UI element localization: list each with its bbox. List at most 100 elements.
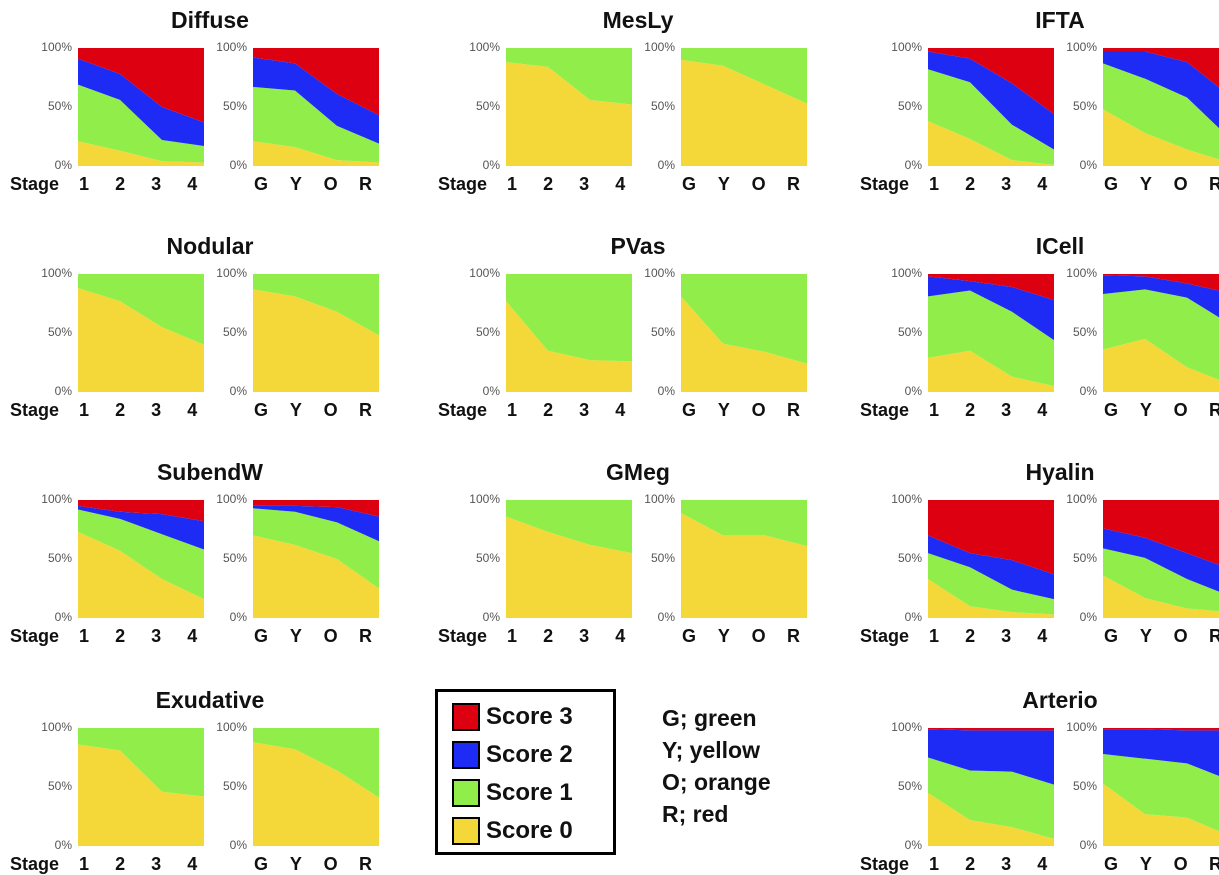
x-tick-label: R [1206,400,1219,421]
y-tick-label: 100% [882,40,922,54]
y-tick-label: 50% [635,99,675,113]
y-tick-label: 0% [32,158,72,172]
x-tick-label: 2 [110,626,130,647]
x-tick-label: R [356,174,376,195]
diffuse-stage-plot [78,48,204,166]
x-tick-label: 3 [574,400,594,421]
y-tick-label: 50% [1057,325,1097,339]
legend-swatch-score-2 [452,741,480,769]
subendw-title: SubendW [140,459,280,486]
legend-item-score-3: Score 3 [452,702,573,732]
x-tick-label: 4 [182,400,202,421]
y-tick-label: 100% [1057,266,1097,280]
gmeg-stage-plot [506,500,632,618]
y-tick-label: 0% [1057,384,1097,398]
stage-axis-label: Stage [10,626,59,647]
y-tick-label: 100% [635,40,675,54]
y-tick-label: 100% [207,40,247,54]
nodular-stage-plot [78,274,204,392]
y-tick-label: 0% [460,384,500,398]
x-tick-label: 4 [610,626,630,647]
y-tick-label: 0% [1057,610,1097,624]
nodular-title: Nodular [140,233,280,260]
icell-stage-plot [928,274,1054,392]
x-tick-label: G [251,174,271,195]
x-tick-label: 1 [924,400,944,421]
y-tick-label: 0% [882,838,922,852]
mesly-color-plot [681,48,807,166]
x-tick-label: 4 [610,400,630,421]
x-tick-label: 4 [1032,174,1052,195]
gmeg-color-plot [681,500,807,618]
y-tick-label: 50% [32,779,72,793]
x-tick-label: Y [1136,626,1156,647]
x-tick-label: G [1101,174,1121,195]
color-key-red: R; red [662,801,728,828]
x-tick-label: R [784,400,804,421]
ifta-color-plot [1103,48,1219,166]
y-tick-label: 100% [882,492,922,506]
x-tick-label: Y [714,626,734,647]
exudative-stage-plot [78,728,204,846]
y-tick-label: 100% [460,266,500,280]
hyalin-stage-plot [928,500,1054,618]
y-tick-label: 50% [460,325,500,339]
y-tick-label: 100% [635,266,675,280]
y-tick-label: 50% [207,99,247,113]
x-tick-label: 4 [1032,400,1052,421]
y-tick-label: 50% [207,551,247,565]
x-tick-label: R [1206,174,1219,195]
y-tick-label: 100% [635,492,675,506]
y-tick-label: 0% [32,838,72,852]
color-key-orange: O; orange [662,769,771,796]
x-tick-label: 1 [924,626,944,647]
x-tick-label: 4 [182,626,202,647]
x-tick-label: Y [286,626,306,647]
y-tick-label: 100% [460,492,500,506]
exudative-title: Exudative [140,687,280,714]
mesly-title: MesLy [568,7,708,34]
y-tick-label: 0% [207,158,247,172]
icell-title: ICell [990,233,1130,260]
stage-axis-label: Stage [860,400,909,421]
y-tick-label: 0% [207,384,247,398]
nodular-color-plot [253,274,379,392]
y-tick-label: 50% [32,325,72,339]
y-tick-label: 100% [32,266,72,280]
gmeg-title: GMeg [568,459,708,486]
y-tick-label: 0% [882,158,922,172]
x-tick-label: 4 [1032,626,1052,647]
y-tick-label: 0% [635,610,675,624]
x-tick-label: 1 [74,400,94,421]
stage-axis-label: Stage [438,174,487,195]
y-tick-label: 0% [32,384,72,398]
x-tick-label: Y [714,400,734,421]
legend-swatch-score-3 [452,703,480,731]
x-tick-label: 1 [502,174,522,195]
legend: Score 3 Score 2 Score 1 Score 0 [435,689,616,855]
x-tick-label: G [1101,400,1121,421]
x-tick-label: 2 [960,400,980,421]
x-tick-label: Y [286,400,306,421]
x-tick-label: R [356,400,376,421]
x-tick-label: 4 [182,174,202,195]
y-tick-label: 0% [460,158,500,172]
diffuse-title: Diffuse [140,7,280,34]
legend-label: Score 3 [486,703,573,731]
legend-item-score-0: Score 0 [452,816,573,846]
x-tick-label: O [1171,400,1191,421]
x-tick-label: 3 [574,626,594,647]
x-tick-label: 2 [538,174,558,195]
x-tick-label: G [1101,626,1121,647]
y-tick-label: 50% [460,551,500,565]
y-tick-label: 100% [1057,40,1097,54]
stage-axis-label: Stage [860,626,909,647]
x-tick-label: R [784,174,804,195]
color-key-yellow: Y; yellow [662,737,760,764]
legend-label: Score 1 [486,779,573,807]
x-tick-label: 2 [110,400,130,421]
hyalin-color-plot [1103,500,1219,618]
y-tick-label: 100% [32,492,72,506]
legend-item-score-1: Score 1 [452,778,573,808]
x-tick-label: O [749,626,769,647]
